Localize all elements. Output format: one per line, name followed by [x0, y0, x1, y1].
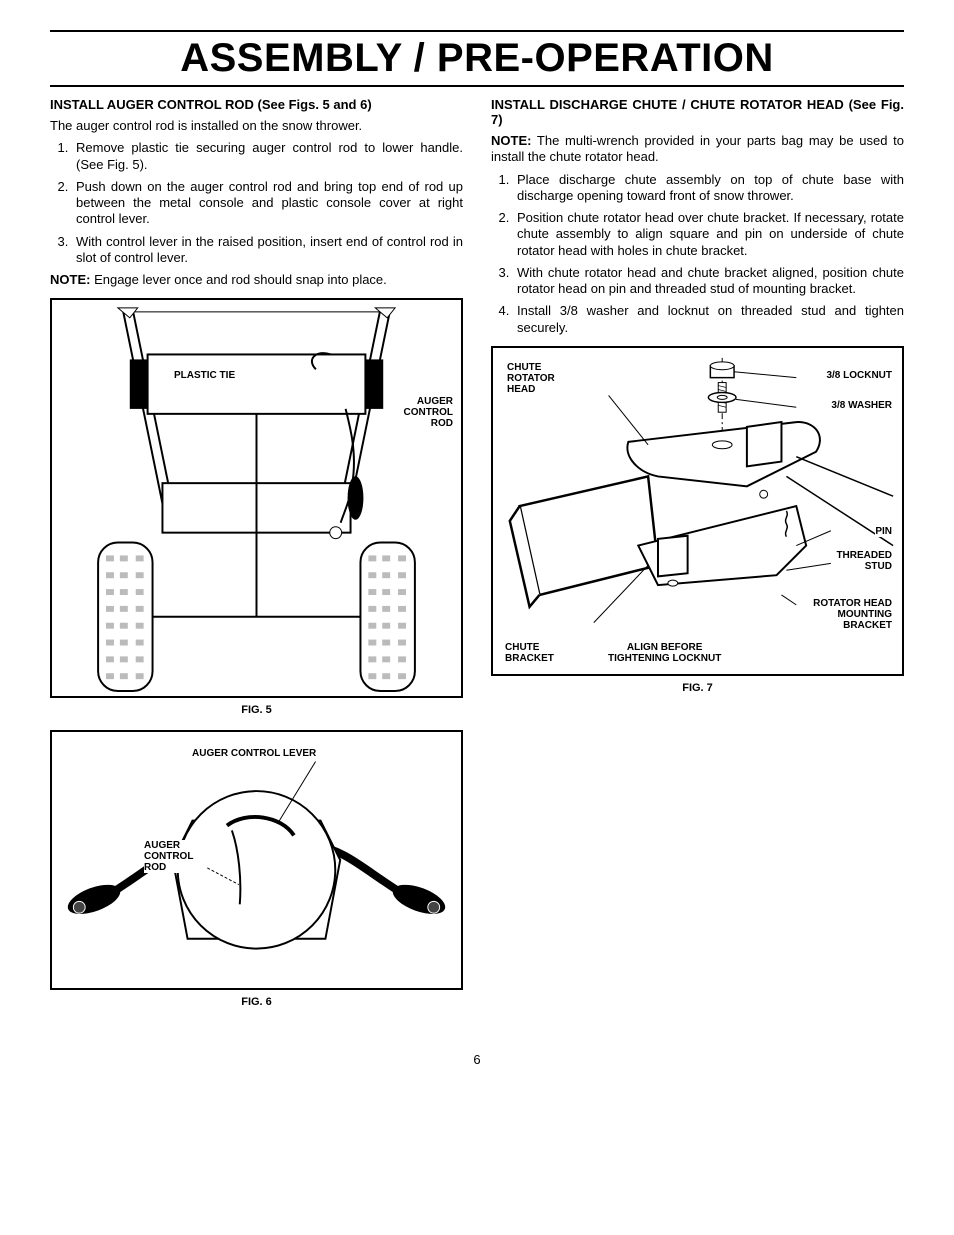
left-step-3: With control lever in the raised positio…	[72, 234, 463, 267]
fig7-label-pin: PIN	[875, 526, 892, 537]
fig6-caption: FIG. 6	[50, 996, 463, 1008]
left-note-text: Engage lever once and rod should snap in…	[90, 272, 386, 287]
right-step-1: Place discharge chute assembly on top of…	[513, 172, 904, 205]
fig7-label-align: ALIGN BEFORE TIGHTENING LOCKNUT	[608, 642, 721, 664]
bottom-rule	[50, 85, 904, 87]
right-steps: Place discharge chute assembly on top of…	[491, 172, 904, 336]
note-label: NOTE:	[50, 272, 90, 287]
left-intro: The auger control rod is installed on th…	[50, 118, 463, 134]
fig6-svg	[52, 732, 461, 988]
figure-5: PLASTIC TIE AUGER CONTROL ROD	[50, 298, 463, 698]
right-step-3: With chute rotator head and chute bracke…	[513, 265, 904, 298]
figure-6: AUGER CONTROL LEVER AUGER CONTROL ROD	[50, 730, 463, 990]
fig5-caption: FIG. 5	[50, 704, 463, 716]
left-note: NOTE: Engage lever once and rod should s…	[50, 272, 463, 288]
fig6-label-rod: AUGER CONTROL ROD	[144, 840, 193, 873]
left-heading: INSTALL AUGER CONTROL ROD (See Figs. 5 a…	[50, 97, 463, 112]
fig7-label-rotator-head: CHUTE ROTATOR HEAD	[507, 362, 555, 395]
left-step-1: Remove plastic tie securing auger contro…	[72, 140, 463, 173]
right-note: NOTE: The multi-wrench provided in your …	[491, 133, 904, 166]
fig7-caption: FIG. 7	[491, 682, 904, 694]
right-column: INSTALL DISCHARGE CHUTE / CHUTE ROTATOR …	[491, 97, 904, 1022]
page-number: 6	[50, 1052, 904, 1067]
fig7-label-mount-bracket: ROTATOR HEAD MOUNTING BRACKET	[813, 598, 892, 631]
figure-7: CHUTE ROTATOR HEAD 3/8 LOCKNUT 3/8 WASHE…	[491, 346, 904, 676]
right-heading: INSTALL DISCHARGE CHUTE / CHUTE ROTATOR …	[491, 97, 904, 127]
page-title: ASSEMBLY / PRE-OPERATION	[50, 36, 904, 81]
content-columns: INSTALL AUGER CONTROL ROD (See Figs. 5 a…	[50, 97, 904, 1022]
top-rule	[50, 30, 904, 32]
right-step-4: Install 3/8 washer and locknut on thread…	[513, 303, 904, 336]
right-note-text: The multi-wrench provided in your parts …	[491, 133, 904, 164]
fig5-svg	[52, 300, 461, 696]
note-label-right: NOTE:	[491, 133, 531, 148]
fig6-label-lever: AUGER CONTROL LEVER	[192, 748, 316, 759]
right-step-2: Position chute rotator head over chute b…	[513, 210, 904, 259]
fig5-label-plastic-tie: PLASTIC TIE	[174, 370, 235, 381]
fig7-label-washer: 3/8 WASHER	[831, 400, 892, 411]
left-column: INSTALL AUGER CONTROL ROD (See Figs. 5 a…	[50, 97, 463, 1022]
left-steps: Remove plastic tie securing auger contro…	[50, 140, 463, 266]
left-step-2: Push down on the auger control rod and b…	[72, 179, 463, 228]
fig7-label-chute-bracket: CHUTE BRACKET	[505, 642, 554, 664]
fig7-label-locknut: 3/8 LOCKNUT	[826, 370, 892, 381]
fig7-label-stud: THREADED STUD	[836, 550, 892, 572]
fig5-label-auger-rod: AUGER CONTROL ROD	[404, 396, 453, 429]
